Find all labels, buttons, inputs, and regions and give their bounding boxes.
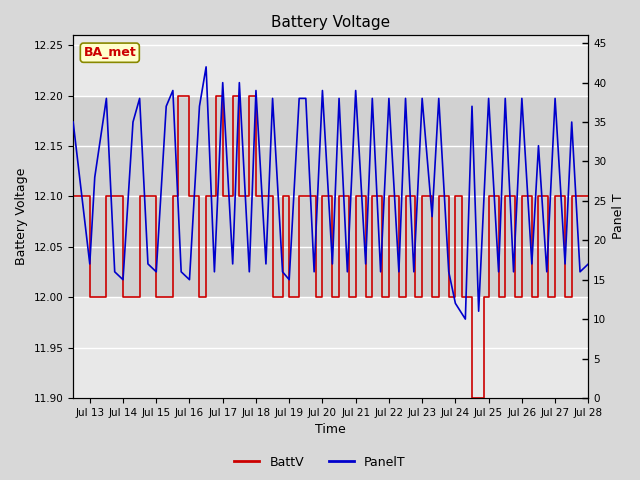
Title: Battery Voltage: Battery Voltage xyxy=(271,15,390,30)
Y-axis label: Panel T: Panel T xyxy=(612,194,625,240)
Legend: BattV, PanelT: BattV, PanelT xyxy=(229,451,411,474)
X-axis label: Time: Time xyxy=(316,423,346,436)
Y-axis label: Battery Voltage: Battery Voltage xyxy=(15,168,28,265)
Text: BA_met: BA_met xyxy=(83,46,136,59)
Bar xyxy=(73,96,588,297)
